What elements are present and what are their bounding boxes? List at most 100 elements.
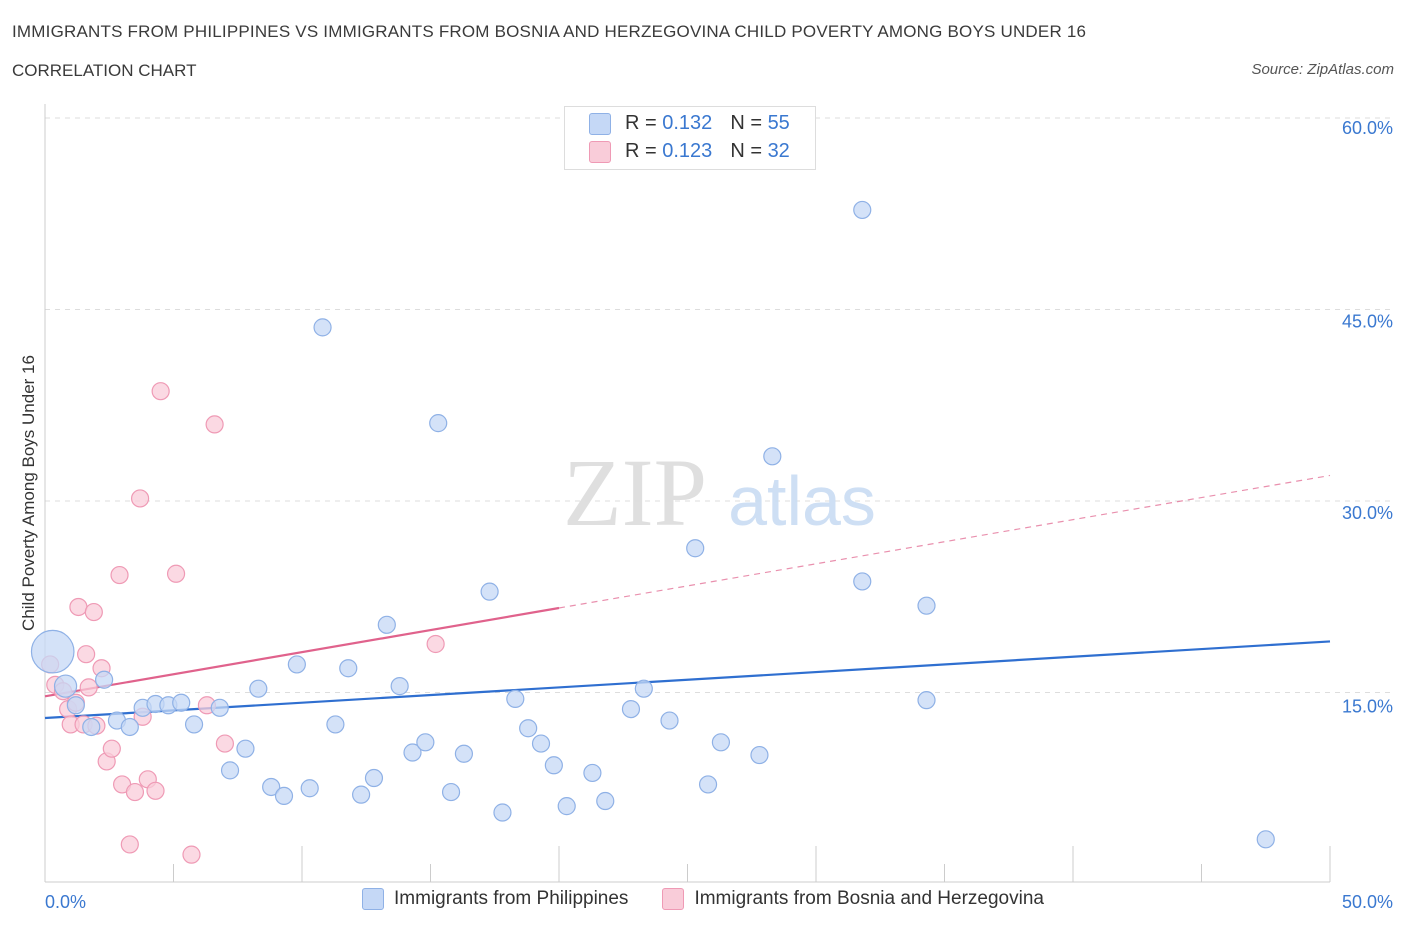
series-philippines-points	[30, 200, 1275, 849]
point-philippines	[390, 677, 409, 696]
point-philippines	[441, 782, 461, 802]
trend-line-extension-bosnia	[558, 474, 1331, 609]
r-value-pink: 0.123	[662, 140, 713, 162]
y-tick-label: 15.0%	[1342, 697, 1393, 717]
legend: Immigrants from Philippines Immigrants f…	[0, 888, 1406, 910]
point-philippines	[287, 655, 306, 674]
y-tick-label: 45.0%	[1342, 312, 1393, 332]
y-tick-label: 30.0%	[1342, 503, 1393, 523]
point-philippines	[480, 582, 499, 601]
point-philippines	[95, 670, 114, 689]
point-philippines	[621, 699, 641, 719]
x-tick-label: 0.0%	[45, 892, 86, 912]
point-bosnia	[151, 382, 170, 401]
point-philippines	[313, 318, 332, 337]
point-philippines	[364, 768, 384, 788]
point-bosnia	[205, 415, 224, 434]
n-value-blue: 55	[767, 112, 790, 134]
point-philippines	[763, 447, 782, 466]
point-philippines	[429, 414, 448, 433]
point-bosnia	[84, 602, 103, 622]
stats-row-bosnia: R = 0.123 N = 32	[589, 140, 790, 163]
point-bosnia	[120, 835, 139, 854]
point-philippines	[274, 786, 294, 806]
point-bosnia	[130, 489, 150, 508]
point-philippines	[82, 717, 101, 737]
trend-lines	[44, 474, 1331, 720]
point-philippines	[917, 691, 936, 710]
point-philippines	[519, 719, 538, 738]
point-philippines	[853, 200, 872, 220]
r-label: R =	[625, 112, 663, 134]
n-label: N =	[730, 112, 768, 134]
point-bosnia	[146, 781, 165, 800]
y-tick-label: 60.0%	[1342, 118, 1393, 138]
point-bosnia	[69, 597, 88, 617]
point-bosnia	[426, 634, 445, 654]
point-philippines	[596, 791, 615, 811]
r-label: R =	[625, 140, 663, 162]
stats-swatch-pink	[589, 140, 611, 163]
point-philippines	[210, 698, 229, 717]
point-bosnia	[110, 565, 129, 585]
point-philippines	[698, 775, 718, 794]
n-value-pink: 32	[767, 140, 790, 162]
chart-subtitle: CORRELATION CHART	[12, 61, 197, 80]
point-philippines	[172, 693, 191, 712]
point-philippines	[326, 715, 345, 734]
legend-swatch-blue	[362, 888, 385, 910]
point-philippines	[184, 715, 204, 734]
point-philippines	[583, 763, 602, 783]
point-philippines	[531, 734, 551, 753]
point-philippines	[220, 761, 240, 780]
point-philippines	[377, 615, 396, 634]
point-bosnia	[166, 564, 186, 583]
point-bosnia	[79, 678, 98, 697]
legend-item-bosnia[interactable]: Immigrants from Bosnia and Herzegovina	[662, 888, 1044, 910]
point-philippines	[660, 711, 679, 730]
point-bosnia	[102, 739, 121, 758]
stats-box: R = 0.132 N = 55 R = 0.123 N = 32	[564, 106, 816, 170]
watermark-zip: ZIP	[563, 439, 707, 546]
point-philippines	[30, 629, 75, 674]
chart-title: IMMIGRANTS FROM PHILIPPINES VS IMMIGRANT…	[12, 22, 1087, 41]
point-philippines	[506, 689, 525, 708]
point-bosnia	[125, 782, 145, 802]
legend-label-philippines: Immigrants from Philippines	[394, 888, 629, 909]
point-philippines	[120, 717, 139, 737]
point-philippines	[544, 756, 563, 775]
y-axis-label: Child Poverty Among Boys Under 16	[19, 355, 38, 631]
x-tick-label: 50.0%	[1342, 892, 1393, 912]
point-philippines	[403, 743, 422, 762]
watermark-atlas: atlas	[728, 462, 876, 540]
point-bosnia	[77, 645, 96, 664]
r-value-blue: 0.132	[662, 112, 713, 134]
point-bosnia	[215, 734, 234, 753]
point-philippines	[711, 733, 731, 752]
trend-line-bosnia	[44, 606, 560, 698]
n-label: N =	[730, 140, 768, 162]
tick-labels: 15.0% 30.0% 45.0% 60.0% 0.0% 50.0%	[45, 118, 1393, 912]
stats-row-philippines: R = 0.132 N = 55	[589, 112, 790, 135]
point-philippines	[53, 674, 78, 698]
point-philippines	[1256, 830, 1275, 849]
point-philippines	[249, 679, 268, 698]
point-philippines	[917, 596, 936, 615]
trend-line-philippines	[44, 640, 1331, 720]
point-philippines	[454, 744, 474, 763]
point-philippines	[416, 733, 435, 752]
gridlines	[45, 117, 1390, 693]
legend-item-philippines[interactable]: Immigrants from Philippines	[362, 888, 628, 910]
axes	[44, 104, 1331, 883]
point-philippines	[66, 696, 85, 715]
source-credit: Source: ZipAtlas.com	[1251, 61, 1394, 78]
point-philippines	[339, 659, 358, 678]
point-philippines	[262, 777, 281, 797]
point-philippines	[352, 785, 371, 804]
legend-label-bosnia: Immigrants from Bosnia and Herzegovina	[694, 888, 1044, 909]
point-philippines	[300, 779, 319, 798]
point-philippines	[686, 539, 705, 558]
point-philippines	[853, 572, 872, 591]
stats-swatch-blue	[589, 112, 611, 135]
